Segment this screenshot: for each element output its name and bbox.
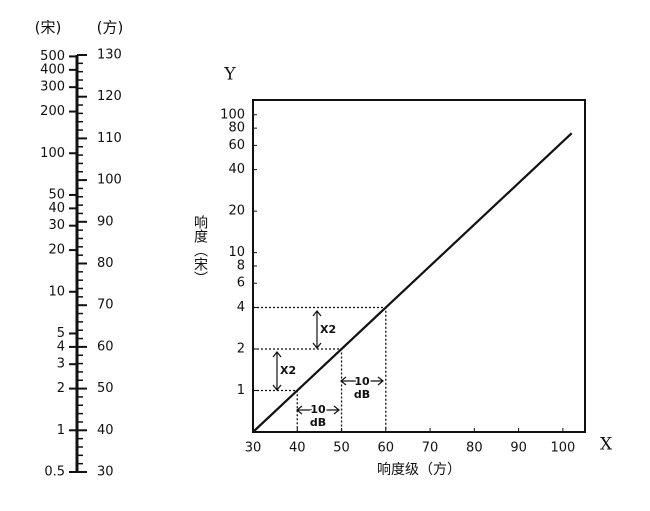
x-tick-label: 80 (466, 441, 483, 456)
y-tick-label: 60 (228, 138, 245, 153)
phon-tick-label: 50 (97, 381, 114, 396)
x-tick-label: 100 (550, 441, 575, 456)
sone-tick-label: 30 (48, 218, 65, 233)
y-axis-label: 响度（宋） (192, 215, 208, 285)
y-tick-label: 100 (220, 107, 245, 122)
phon-header: (方) (97, 19, 124, 37)
annotation: 10 (354, 375, 370, 388)
y-tick-label: 4 (237, 300, 245, 315)
y-tick-label: 80 (228, 121, 245, 136)
phon-tick-label: 40 (97, 423, 114, 438)
x-tick-label: 30 (245, 441, 262, 456)
sone-tick-label: 300 (40, 80, 65, 95)
sone-tick-label: 50 (48, 187, 65, 202)
sone-tick-label: 1 (57, 423, 65, 438)
x-tick-label: 40 (289, 441, 306, 456)
phon-tick-label: 60 (97, 339, 114, 354)
y-tick-label: 8 (237, 259, 245, 274)
sone-tick-label: 5 (57, 326, 65, 341)
line-series (252, 132, 573, 433)
phon-tick-label: 90 (97, 214, 114, 229)
phon-tick-label: 110 (97, 131, 122, 146)
x-tick-label: 50 (333, 441, 350, 456)
phon-tick-label: 30 (97, 465, 114, 480)
sone-tick-label: 200 (40, 104, 65, 119)
annotation: X2 (320, 323, 336, 336)
y-tick-label: 40 (228, 162, 245, 177)
sone-tick-label: 3 (57, 357, 65, 372)
annotation: 10 (310, 403, 326, 416)
sone-tick-label: 20 (48, 243, 65, 258)
annotation: dB (354, 388, 370, 401)
sone-tick-label: 4 (57, 339, 65, 354)
phon-tick-label: 80 (97, 256, 114, 271)
y-tick-label: 20 (228, 204, 245, 219)
x-tick-label: 60 (378, 441, 395, 456)
y-axis-name: Y (223, 65, 236, 85)
y-tick-label: 1 (237, 383, 245, 398)
y-tick-label: 10 (228, 245, 245, 260)
sone-tick-label: 40 (48, 201, 65, 216)
x-tick-label: 90 (510, 441, 527, 456)
sone-tick-label: 0.5 (44, 465, 65, 480)
phon-tick-label: 130 (97, 48, 122, 63)
y-tick-label: 6 (237, 276, 245, 291)
annotation: X2 (280, 364, 296, 377)
sone-tick-label: 10 (48, 284, 65, 299)
annotation: dB (310, 416, 326, 429)
phon-tick-label: 100 (97, 173, 122, 188)
sone-header: (宋) (35, 19, 62, 37)
x-tick-label: 70 (422, 441, 439, 456)
phon-tick-label: 70 (97, 298, 114, 313)
sone-tick-label: 2 (57, 381, 65, 396)
sone-tick-label: 500 (40, 49, 65, 64)
x-axis-label: 响度级（方） (377, 462, 461, 478)
y-tick-label: 2 (237, 342, 245, 357)
arrows (272, 310, 384, 415)
sone-tick-label: 400 (40, 62, 65, 77)
sone-tick-label: 100 (40, 146, 65, 161)
x-axis-name: X (600, 435, 613, 455)
phon-tick-label: 120 (97, 89, 122, 104)
